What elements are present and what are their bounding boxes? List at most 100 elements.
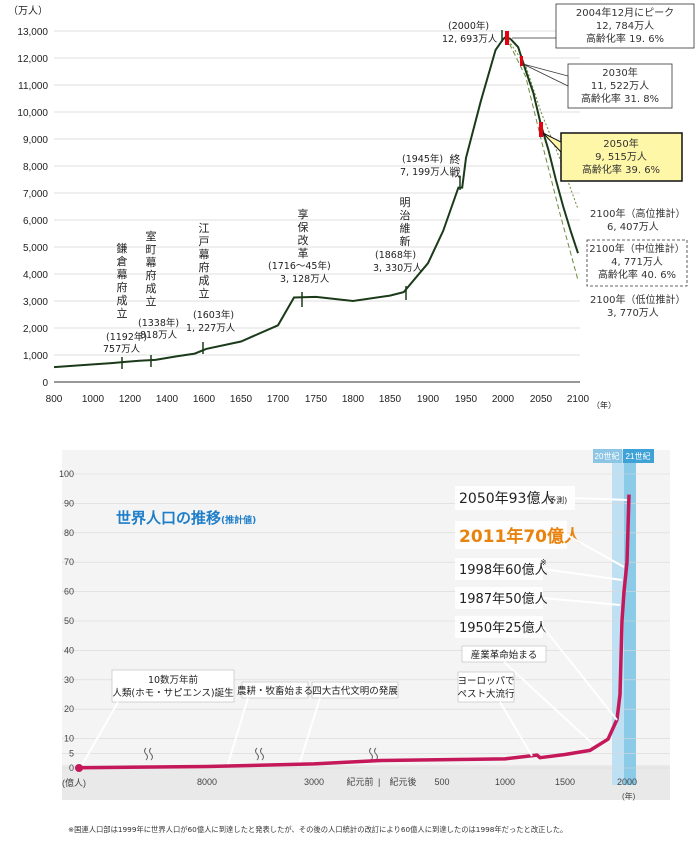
- y-axis-unit: （万人）: [8, 5, 48, 17]
- label-1998: 1998年60億人 ※: [455, 558, 548, 580]
- y-tick-label: 90: [64, 498, 74, 508]
- x-tick-3000: 3000: [304, 777, 324, 787]
- label-1950-text: 1950年25億人: [459, 620, 548, 636]
- y-tick-label: 12,000: [17, 54, 48, 65]
- label-edo: 江戸幕府成立: [199, 222, 210, 300]
- x-tick-labels: 8000 3000 紀元前 | 紀元後 500 1000 1500 2000: [197, 776, 637, 787]
- callout-agriculture: 農耕・牧畜始まる: [227, 681, 313, 765]
- label-kamakura-year: (1192年): [106, 331, 147, 343]
- y-tick-label: 40: [64, 645, 74, 655]
- y-tick-label: 13,000: [17, 27, 48, 38]
- y-tick-label: 20: [64, 704, 74, 714]
- era-20th: 20世紀: [595, 451, 620, 461]
- y-tick-label: 10,000: [17, 108, 48, 119]
- sapiens-line1: 10数万年前: [148, 674, 198, 686]
- x-tick-label: 2050: [530, 394, 553, 405]
- callout-2030: 2030年 11, 522万人 高齢化率 31. 8%: [567, 63, 673, 109]
- c2030-line1: 2030年: [602, 66, 637, 79]
- footnote: ※国連人口部は1999年に世界人口が60億人に到達したと発表したが、その後の人口…: [68, 825, 567, 834]
- y-tick-label: 60: [64, 587, 74, 597]
- label-2011: 2011年70億人: [455, 521, 582, 549]
- peak-line1: 2004年12月にピーク: [576, 6, 674, 19]
- y-tick-label: 7,000: [23, 189, 48, 200]
- low-line1: 2100年（低位推計）: [590, 293, 685, 306]
- y-tick-label: 3,000: [23, 297, 48, 308]
- x-tick-2000: 2000: [617, 777, 637, 787]
- x-tick-labels: 800 1000 1200 1400 1600 1650 1700 1750 1800 1850 1…: [46, 394, 590, 405]
- plague-line1: ヨーロッパで: [457, 676, 514, 687]
- four-text: 四大古代文明の発展: [312, 685, 398, 697]
- x-tick-label: 1850: [379, 394, 402, 405]
- label-1950: 1950年25億人: [455, 616, 548, 638]
- callout-plague: ヨーロッパで ペスト大流行: [457, 671, 533, 757]
- mid-line1: 2100年（中位推計）: [589, 242, 684, 255]
- label-shusen-pop: 7, 199万人: [400, 167, 450, 178]
- peak-line2: 12, 784万人: [596, 20, 654, 32]
- x-axis-unit: (年): [622, 791, 636, 801]
- y-tick-labels: 0 5 10 20 30 40 50 60 70 80 90 100: [59, 469, 74, 773]
- y-tick-label: 70: [64, 557, 74, 567]
- c2050-line2: 9, 515万人: [595, 151, 647, 163]
- plot-background: [62, 450, 670, 800]
- y-tick-label: 100: [59, 469, 74, 479]
- x-tick-label: 2000: [492, 394, 515, 405]
- y-tick-label: 50: [64, 616, 74, 626]
- x-tick-label: 1400: [156, 394, 179, 405]
- marker-2050: [539, 122, 543, 137]
- label-2000-pop: 12, 693万人: [442, 34, 498, 45]
- x-tick-8000: 8000: [197, 777, 217, 787]
- mid-line3: 高齢化率 40. 6%: [598, 268, 676, 281]
- label-shusen-year: (1945年): [402, 153, 443, 165]
- x-tick-1500: 1500: [555, 777, 575, 787]
- y-tick-label: 80: [64, 528, 74, 538]
- label-2050-text: 2050年93億人: [459, 491, 554, 507]
- y-tick-label: 10: [64, 734, 74, 744]
- japan-population-chart: （万人） （年） 0 1,000 2,000 3,000 4,000 5,000 6,000…: [8, 3, 695, 410]
- y-tick-label: 5: [69, 748, 74, 758]
- label-kyoho: 享保改革: [298, 207, 309, 260]
- x-tick-label: 1900: [417, 394, 440, 405]
- label-kyoho-pop: 3, 128万人: [280, 274, 330, 285]
- x-tick-label: 1700: [267, 394, 290, 405]
- label-2050-note: (予測): [545, 495, 567, 505]
- label-meiji-pop: 3, 330万人: [373, 263, 423, 274]
- series-actual: [53, 36, 507, 369]
- y-tick-label: 6,000: [23, 216, 48, 227]
- y-tick-labels: 0 1,000 2,000 3,000 4,000 5,000 6,000 7,000 8,00…: [17, 27, 48, 389]
- x-tick-label: 1950: [455, 394, 478, 405]
- y-tick-label: 1,000: [23, 351, 48, 362]
- world-population-chart: 20世紀 21世紀 0 5 10 20 30 40 50 60 70 80 90 100 8000 3…: [59, 449, 670, 834]
- y-tick-label: 11,000: [18, 81, 48, 92]
- y-tick-label: 5,000: [23, 243, 48, 254]
- industrial-text: 産業革命始まる: [471, 649, 538, 661]
- c2050-line3: 高齢化率 39. 6%: [582, 163, 660, 176]
- label-2050: 2050年93億人 (予測): [455, 486, 575, 510]
- x-tick-label: 1650: [230, 394, 253, 405]
- label-1987: 1987年50億人: [455, 587, 548, 609]
- callout-2050: 2050年 9, 515万人 高齢化率 39. 6%: [560, 132, 683, 182]
- peak-line3: 高齢化率 19. 6%: [586, 32, 664, 45]
- axis-breaks: [144, 747, 378, 761]
- label-1987-text: 1987年50億人: [459, 591, 548, 607]
- label-meiji: 明治維新: [400, 196, 411, 248]
- y-tick-label: 9,000: [23, 135, 48, 146]
- chart-title: 世界人口の推移: [116, 509, 221, 527]
- label-kamakura-pop: 757万人: [103, 344, 141, 355]
- band-20th-century: [612, 450, 624, 785]
- x-tick-bc: 紀元前: [346, 776, 373, 787]
- plague-line2: ペスト大流行: [457, 688, 515, 700]
- label-2000-year: (2000年): [448, 20, 489, 32]
- x-tick-500: 500: [434, 777, 449, 787]
- grid-lines: [54, 30, 580, 383]
- sapiens-line2: 人類(ホモ・サピエンス)誕生: [112, 687, 234, 699]
- y-axis-unit: (億人): [62, 777, 86, 788]
- peak-marker: [505, 31, 509, 45]
- x-tick-label: 2100: [567, 394, 590, 405]
- series-world-population: [78, 494, 631, 770]
- era-21st: 21世紀: [626, 451, 651, 461]
- label-kyoho-year: (1716～45年): [268, 260, 331, 272]
- y-tick-label: 30: [64, 675, 74, 685]
- y-tick-label: 4,000: [23, 270, 48, 281]
- svg-text:|: |: [378, 777, 380, 787]
- label-muromachi-year: (1338年): [138, 317, 179, 329]
